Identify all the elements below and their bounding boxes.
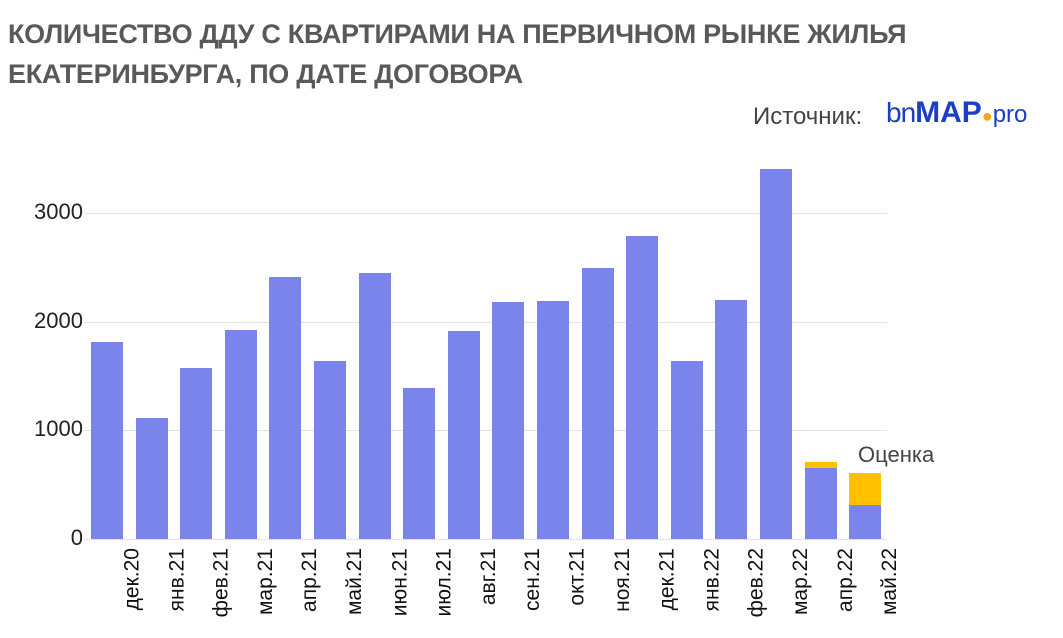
bar	[626, 236, 658, 539]
x-tick-label: июн.21	[358, 548, 411, 638]
estimate-annotation: Оценка	[858, 442, 935, 467]
bar-segment-actual	[269, 276, 301, 539]
bar-segment-actual	[136, 417, 168, 539]
x-tick-label: май.21	[313, 548, 366, 638]
x-tick-label: фев.22	[714, 548, 767, 638]
bar-segment-estimate	[849, 472, 881, 505]
bar-segment-actual	[448, 331, 480, 539]
bar	[805, 461, 837, 539]
bar	[225, 329, 257, 539]
bar-segment-actual	[626, 236, 658, 539]
chart-title: КОЛИЧЕСТВО ДДУ С КВАРТИРАМИ НА ПЕРВИЧНОМ…	[8, 14, 1048, 94]
x-tick-label: авг.21	[447, 548, 500, 638]
x-tick-label: дек.21	[625, 548, 678, 638]
bar-segment-actual	[582, 268, 614, 539]
y-tick-label: 0	[70, 525, 83, 550]
gridline	[84, 430, 887, 431]
x-tick-label: апр.21	[268, 548, 321, 638]
y-tick-label: 1000	[34, 416, 83, 441]
chart-title-line-2: ЕКАТЕРИНБУРГА, ПО ДАТЕ ДОГОВОРА	[8, 59, 523, 89]
bar-segment-actual	[180, 367, 212, 539]
bar-segment-estimate	[805, 461, 837, 468]
logo-pro: pro	[992, 101, 1028, 128]
x-tick-text: май.22	[878, 548, 901, 616]
bar	[314, 360, 346, 539]
bar-segment-actual	[805, 467, 837, 539]
y-tick-label: 2000	[34, 308, 83, 333]
x-tick-label: апр.22	[804, 548, 857, 638]
gridline	[84, 213, 887, 214]
bar	[91, 341, 123, 539]
x-tick-label: мар.21	[224, 548, 277, 638]
bar	[403, 388, 435, 539]
bar-segment-actual	[849, 505, 881, 539]
bar	[715, 300, 747, 539]
bar	[136, 417, 168, 539]
x-tick-label: сен.21	[491, 548, 544, 638]
logo-bn: bn	[886, 97, 916, 128]
bar-segment-actual	[715, 300, 747, 539]
bar	[492, 301, 524, 539]
y-tick-label: 3000	[34, 199, 83, 224]
bar-segment-actual	[537, 300, 569, 539]
bar	[448, 331, 480, 539]
bar	[582, 268, 614, 539]
bar	[849, 472, 881, 539]
logo-map: MAP	[915, 96, 982, 129]
bar	[269, 276, 301, 539]
bar	[180, 367, 212, 539]
x-tick-label: янв.22	[670, 548, 723, 638]
x-tick-label: мар.22	[759, 548, 812, 638]
bar-segment-actual	[671, 360, 703, 539]
gridline	[84, 539, 887, 540]
location-pin-icon: ●	[981, 106, 993, 126]
bar-segment-actual	[91, 341, 123, 539]
x-tick-label: окт.21	[536, 548, 589, 638]
x-tick-label: май.22	[848, 548, 901, 638]
bar-segment-actual	[403, 388, 435, 539]
bar	[671, 360, 703, 539]
x-tick-label: янв.21	[135, 548, 188, 638]
x-tick-label: ноя.21	[581, 548, 634, 638]
bar	[537, 300, 569, 539]
bar-segment-actual	[760, 168, 792, 539]
gridline	[84, 322, 887, 323]
bar-segment-actual	[359, 272, 391, 539]
x-tick-label: июл.21	[402, 548, 455, 638]
x-tick-label: дек.20	[90, 548, 143, 638]
bar-segment-actual	[225, 329, 257, 539]
source-label: Источник:	[753, 103, 863, 130]
bar	[760, 168, 792, 539]
bnmap-logo: bnMAP●pro	[886, 96, 1027, 136]
chart-title-line-1: КОЛИЧЕСТВО ДДУ С КВАРТИРАМИ НА ПЕРВИЧНОМ…	[8, 19, 907, 49]
bar	[359, 272, 391, 539]
bar-segment-actual	[314, 360, 346, 539]
x-tick-label: фев.21	[179, 548, 232, 638]
bar-segment-actual	[492, 301, 524, 539]
